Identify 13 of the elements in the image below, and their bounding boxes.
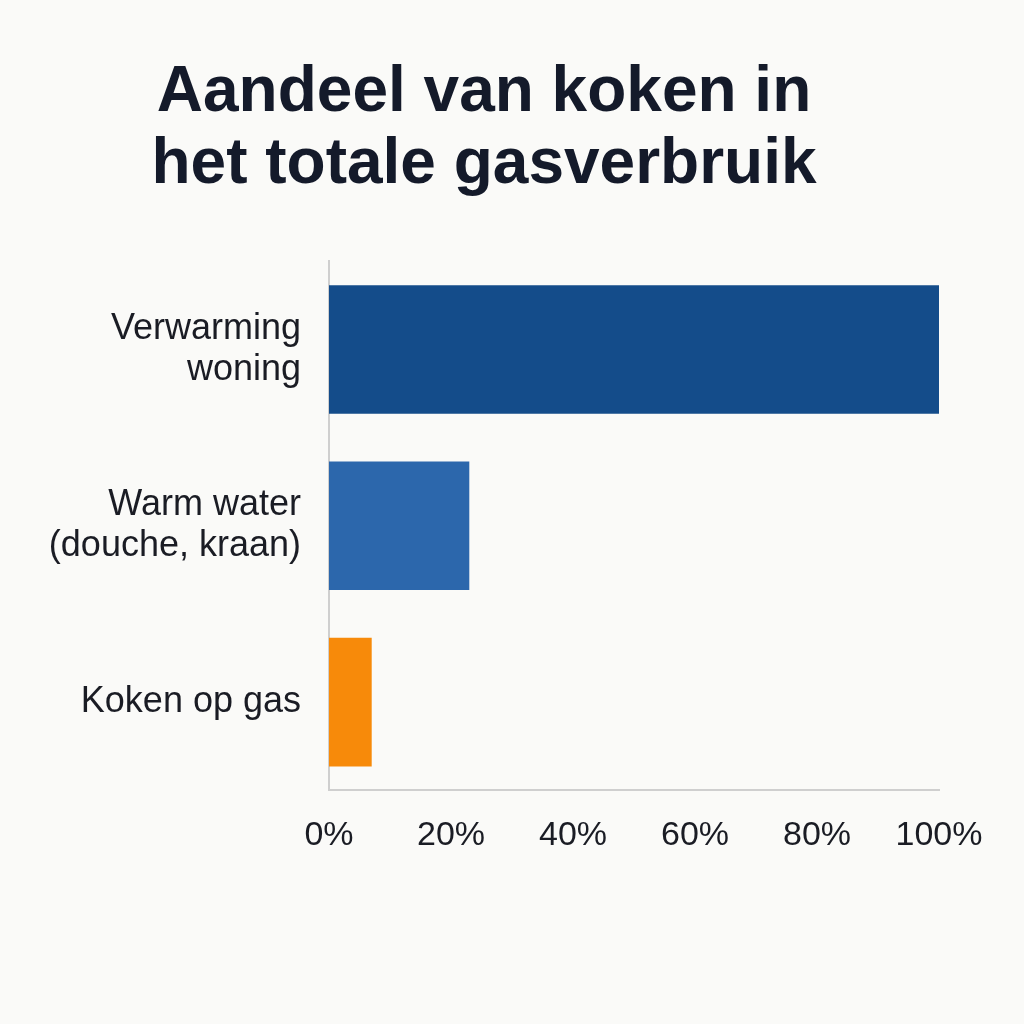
- x-tick-label: 80%: [782, 813, 852, 852]
- y-tick-label: Koken op gas: [80, 678, 301, 720]
- x-tick-label: 40%: [538, 813, 608, 852]
- y-tick-label: Warm water (douche, kraan): [48, 482, 301, 565]
- x-tick-label: 60%: [660, 813, 730, 852]
- bar: [329, 461, 470, 591]
- chart-title: Aandeel van koken in het totale gasverbruik: [151, 53, 817, 198]
- x-tick-label: 20%: [416, 813, 486, 852]
- bar: [329, 637, 372, 767]
- bar: [329, 285, 939, 414]
- y-tick-label: Verwarming woning: [110, 305, 301, 389]
- x-tick-label: 100%: [895, 813, 983, 852]
- x-tick-label: 0%: [304, 813, 354, 852]
